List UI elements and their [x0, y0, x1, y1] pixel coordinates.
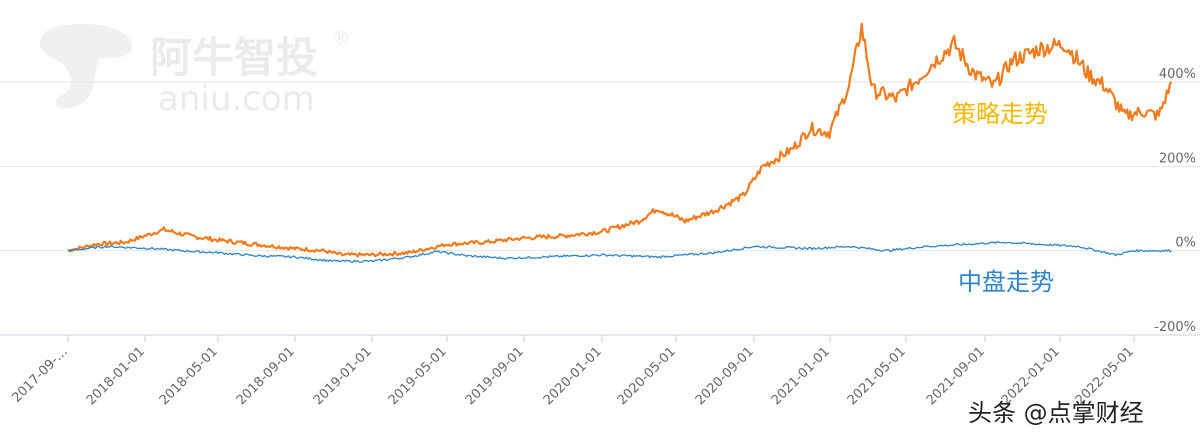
- x-tick-label: 2018-09-01: [234, 344, 298, 408]
- watermark: 阿牛智投 ® aniu.com: [39, 24, 350, 119]
- watermark-registered: ®: [332, 28, 350, 49]
- x-tick-label: 2020-01-01: [541, 344, 605, 408]
- aniu-logo-icon: [39, 24, 132, 109]
- x-tick-label: 2020-05-01: [615, 344, 679, 408]
- series-label-strategy: 策略走势: [952, 100, 1048, 128]
- series-label-midcap: 中盘走势: [958, 268, 1054, 296]
- y-tick-label: 200%: [1159, 151, 1196, 166]
- series-group: [67, 22, 1173, 263]
- x-tick-label: 2021-01-01: [769, 344, 833, 408]
- watermark-domain: aniu.com: [158, 79, 315, 119]
- x-tick-label: 2018-05-01: [157, 344, 221, 408]
- x-tick-label: 2021-05-01: [845, 344, 909, 408]
- y-axis-ticks: 400% 200% 0% -200%: [1154, 67, 1196, 335]
- x-tick-label: 2019-09-01: [463, 344, 527, 408]
- source-watermark: 头条 @点掌财经: [968, 399, 1144, 427]
- series-line-strategy: [67, 22, 1173, 258]
- x-tick-label: 2020-09-01: [693, 344, 757, 408]
- y-tick-label: -200%: [1154, 320, 1196, 335]
- x-tick-label: 2019-05-01: [386, 344, 450, 408]
- y-tick-label: 0%: [1175, 236, 1196, 251]
- series-line-midcap: [67, 240, 1172, 263]
- x-tick-label: 2017-09-…: [9, 344, 71, 406]
- x-axis: 2017-09-… 2018-01-01 2018-05-01 2018-09-01 2…: [9, 335, 1137, 408]
- y-tick-label: 400%: [1159, 67, 1196, 82]
- x-tick-label: 2019-01-01: [311, 344, 375, 408]
- x-tick-label: 2018-01-01: [84, 344, 148, 408]
- watermark-brand: 阿牛智投: [150, 33, 318, 82]
